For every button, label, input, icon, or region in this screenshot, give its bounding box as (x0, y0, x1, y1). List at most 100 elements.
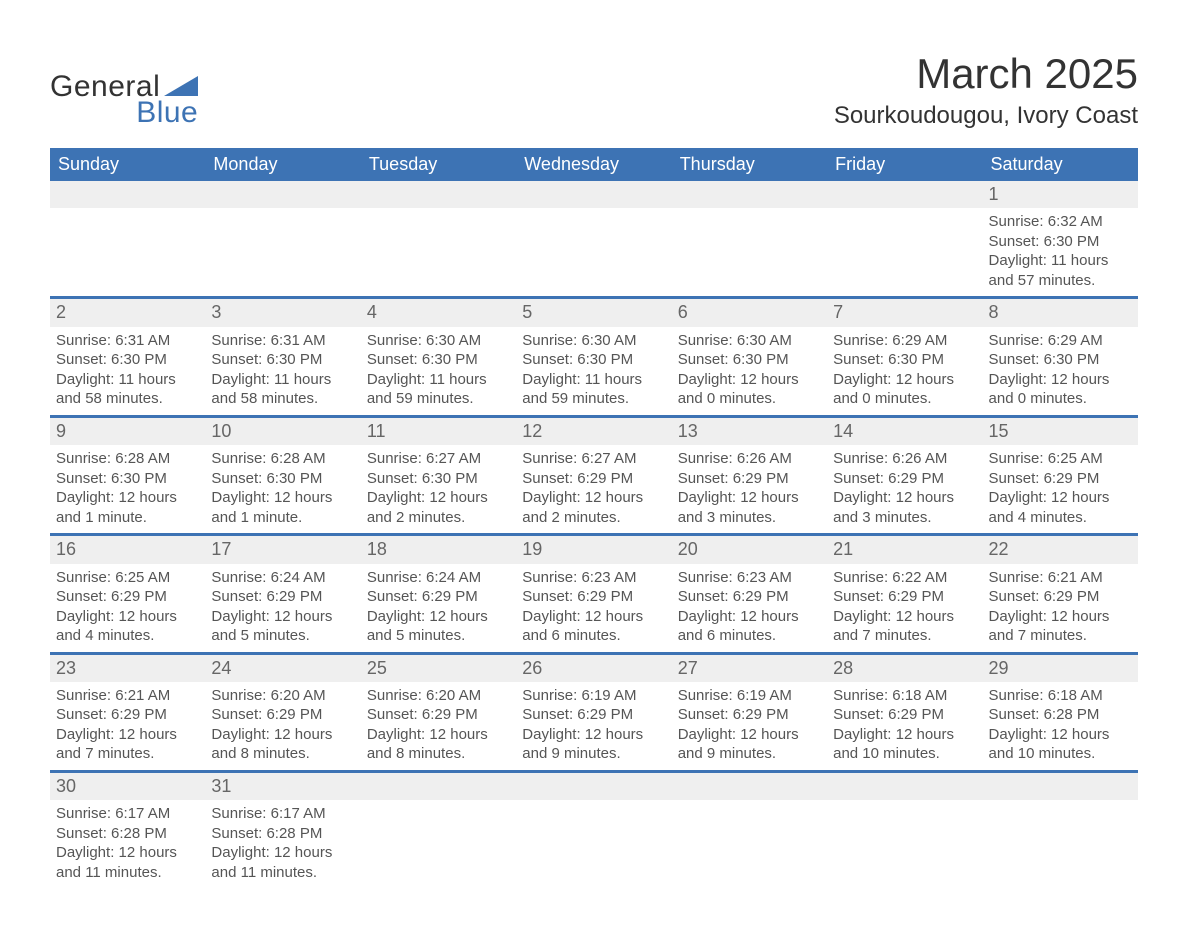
day-detail-cell: Sunrise: 6:17 AMSunset: 6:28 PMDaylight:… (205, 800, 360, 888)
detail-day2: and 4 minutes. (989, 508, 1132, 528)
detail-day2: and 8 minutes. (211, 744, 354, 764)
detail-day1: Daylight: 12 hours (211, 488, 354, 508)
detail-day2: and 57 minutes. (989, 271, 1132, 291)
detail-day1: Daylight: 12 hours (833, 370, 976, 390)
day-details-row: Sunrise: 6:17 AMSunset: 6:28 PMDaylight:… (50, 800, 1138, 888)
detail-sunrise: Sunrise: 6:30 AM (522, 331, 665, 351)
day-detail-cell: Sunrise: 6:23 AMSunset: 6:29 PMDaylight:… (672, 564, 827, 654)
location: Sourkoudougou, Ivory Coast (834, 102, 1138, 130)
weekday-header: Saturday (983, 148, 1138, 181)
day-number-cell: 19 (516, 535, 671, 564)
day-number-cell: 28 (827, 653, 982, 682)
brand-logo: General Blue (50, 70, 198, 130)
day-detail-cell: Sunrise: 6:26 AMSunset: 6:29 PMDaylight:… (672, 445, 827, 535)
detail-day2: and 3 minutes. (833, 508, 976, 528)
day-number-cell: 15 (983, 416, 1138, 445)
day-detail-cell (672, 208, 827, 298)
detail-day1: Daylight: 12 hours (833, 488, 976, 508)
day-detail-cell: Sunrise: 6:21 AMSunset: 6:29 PMDaylight:… (983, 564, 1138, 654)
detail-day1: Daylight: 12 hours (989, 488, 1132, 508)
day-number-cell (205, 181, 360, 208)
day-detail-cell (827, 800, 982, 888)
detail-sunset: Sunset: 6:29 PM (678, 469, 821, 489)
day-number-cell (361, 181, 516, 208)
detail-day2: and 11 minutes. (211, 863, 354, 883)
detail-sunset: Sunset: 6:30 PM (56, 350, 199, 370)
detail-sunset: Sunset: 6:29 PM (678, 705, 821, 725)
calendar-table: Sunday Monday Tuesday Wednesday Thursday… (50, 148, 1138, 888)
day-number-cell: 7 (827, 298, 982, 327)
detail-sunrise: Sunrise: 6:21 AM (56, 686, 199, 706)
day-detail-cell: Sunrise: 6:18 AMSunset: 6:29 PMDaylight:… (827, 682, 982, 772)
day-details-row: Sunrise: 6:32 AMSunset: 6:30 PMDaylight:… (50, 208, 1138, 298)
day-number-cell: 22 (983, 535, 1138, 564)
detail-day2: and 59 minutes. (522, 389, 665, 409)
detail-sunrise: Sunrise: 6:26 AM (678, 449, 821, 469)
detail-sunset: Sunset: 6:28 PM (989, 705, 1132, 725)
day-detail-cell: Sunrise: 6:31 AMSunset: 6:30 PMDaylight:… (50, 327, 205, 417)
detail-sunrise: Sunrise: 6:25 AM (56, 568, 199, 588)
detail-sunset: Sunset: 6:29 PM (367, 705, 510, 725)
detail-sunrise: Sunrise: 6:24 AM (211, 568, 354, 588)
detail-sunset: Sunset: 6:29 PM (522, 705, 665, 725)
detail-day2: and 7 minutes. (56, 744, 199, 764)
detail-day1: Daylight: 12 hours (211, 843, 354, 863)
detail-day1: Daylight: 12 hours (833, 725, 976, 745)
day-number-cell: 4 (361, 298, 516, 327)
day-detail-cell: Sunrise: 6:26 AMSunset: 6:29 PMDaylight:… (827, 445, 982, 535)
detail-sunset: Sunset: 6:29 PM (56, 587, 199, 607)
day-number-cell (672, 771, 827, 800)
detail-day1: Daylight: 12 hours (211, 725, 354, 745)
detail-sunset: Sunset: 6:29 PM (522, 469, 665, 489)
weekday-header: Wednesday (516, 148, 671, 181)
detail-day1: Daylight: 12 hours (678, 607, 821, 627)
detail-day2: and 9 minutes. (522, 744, 665, 764)
day-details-row: Sunrise: 6:25 AMSunset: 6:29 PMDaylight:… (50, 564, 1138, 654)
title-block: March 2025 Sourkoudougou, Ivory Coast (834, 50, 1138, 130)
day-detail-cell: Sunrise: 6:30 AMSunset: 6:30 PMDaylight:… (516, 327, 671, 417)
detail-day2: and 3 minutes. (678, 508, 821, 528)
day-detail-cell (516, 800, 671, 888)
detail-day1: Daylight: 12 hours (56, 607, 199, 627)
day-detail-cell (516, 208, 671, 298)
day-detail-cell: Sunrise: 6:29 AMSunset: 6:30 PMDaylight:… (827, 327, 982, 417)
day-detail-cell (361, 800, 516, 888)
detail-sunrise: Sunrise: 6:20 AM (211, 686, 354, 706)
page-title: March 2025 (834, 50, 1138, 98)
day-detail-cell: Sunrise: 6:31 AMSunset: 6:30 PMDaylight:… (205, 327, 360, 417)
detail-day2: and 0 minutes. (833, 389, 976, 409)
detail-day1: Daylight: 12 hours (989, 725, 1132, 745)
detail-sunrise: Sunrise: 6:21 AM (989, 568, 1132, 588)
detail-day1: Daylight: 12 hours (367, 725, 510, 745)
day-number-cell: 9 (50, 416, 205, 445)
day-detail-cell: Sunrise: 6:21 AMSunset: 6:29 PMDaylight:… (50, 682, 205, 772)
detail-sunrise: Sunrise: 6:27 AM (367, 449, 510, 469)
detail-day1: Daylight: 12 hours (678, 725, 821, 745)
day-number-row: 16171819202122 (50, 535, 1138, 564)
detail-sunset: Sunset: 6:30 PM (522, 350, 665, 370)
detail-day1: Daylight: 11 hours (989, 251, 1132, 271)
day-detail-cell: Sunrise: 6:20 AMSunset: 6:29 PMDaylight:… (205, 682, 360, 772)
detail-sunset: Sunset: 6:30 PM (56, 469, 199, 489)
detail-sunset: Sunset: 6:29 PM (989, 587, 1132, 607)
detail-sunset: Sunset: 6:28 PM (56, 824, 199, 844)
detail-day2: and 2 minutes. (522, 508, 665, 528)
detail-sunset: Sunset: 6:29 PM (833, 705, 976, 725)
detail-sunset: Sunset: 6:28 PM (211, 824, 354, 844)
day-number-cell: 2 (50, 298, 205, 327)
day-number-cell (516, 771, 671, 800)
detail-sunset: Sunset: 6:30 PM (678, 350, 821, 370)
detail-day2: and 7 minutes. (833, 626, 976, 646)
detail-day1: Daylight: 12 hours (678, 370, 821, 390)
day-number-cell: 11 (361, 416, 516, 445)
day-detail-cell (983, 800, 1138, 888)
detail-sunrise: Sunrise: 6:17 AM (211, 804, 354, 824)
detail-day1: Daylight: 12 hours (56, 488, 199, 508)
day-detail-cell: Sunrise: 6:23 AMSunset: 6:29 PMDaylight:… (516, 564, 671, 654)
detail-day1: Daylight: 11 hours (522, 370, 665, 390)
detail-sunrise: Sunrise: 6:19 AM (522, 686, 665, 706)
brand-text-blue: Blue (136, 96, 198, 130)
day-number-cell: 5 (516, 298, 671, 327)
detail-sunrise: Sunrise: 6:17 AM (56, 804, 199, 824)
detail-day1: Daylight: 12 hours (989, 370, 1132, 390)
